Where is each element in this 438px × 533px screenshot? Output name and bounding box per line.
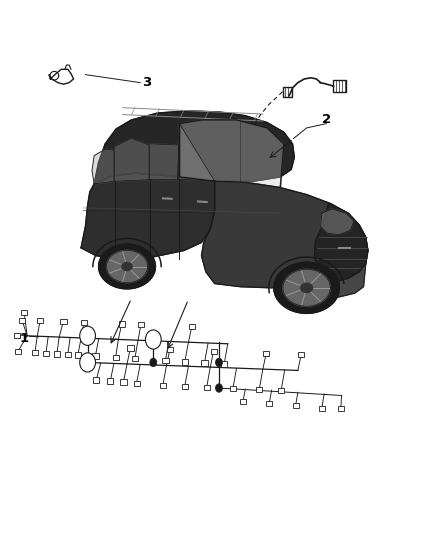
Bar bbox=[298, 352, 304, 357]
Bar bbox=[167, 347, 173, 352]
Text: 3: 3 bbox=[142, 76, 152, 89]
Bar bbox=[162, 358, 169, 363]
Bar bbox=[256, 387, 262, 392]
Bar bbox=[293, 403, 299, 408]
Bar bbox=[221, 361, 227, 367]
Bar bbox=[333, 80, 346, 92]
Bar bbox=[283, 87, 292, 97]
Polygon shape bbox=[92, 149, 114, 184]
Bar bbox=[92, 353, 99, 359]
Bar bbox=[127, 345, 134, 351]
Polygon shape bbox=[180, 120, 284, 188]
Bar bbox=[93, 377, 99, 383]
Bar bbox=[81, 320, 87, 325]
Bar bbox=[119, 321, 125, 327]
Polygon shape bbox=[106, 251, 148, 282]
Bar bbox=[75, 352, 81, 358]
Polygon shape bbox=[274, 262, 339, 313]
Bar bbox=[338, 406, 344, 411]
Bar bbox=[138, 322, 144, 327]
Polygon shape bbox=[122, 262, 132, 271]
Bar bbox=[230, 386, 236, 391]
Circle shape bbox=[215, 358, 223, 367]
Bar bbox=[189, 324, 195, 329]
Bar bbox=[19, 318, 25, 323]
Bar bbox=[278, 388, 284, 393]
Bar bbox=[14, 333, 20, 338]
Bar bbox=[201, 360, 208, 366]
Circle shape bbox=[80, 353, 95, 372]
Bar bbox=[134, 381, 140, 386]
Polygon shape bbox=[81, 173, 215, 259]
Polygon shape bbox=[94, 111, 294, 184]
Bar bbox=[43, 351, 49, 356]
Circle shape bbox=[145, 330, 161, 349]
Polygon shape bbox=[115, 139, 149, 181]
Polygon shape bbox=[283, 269, 330, 306]
Polygon shape bbox=[314, 204, 368, 284]
Circle shape bbox=[215, 384, 223, 392]
Polygon shape bbox=[99, 244, 155, 289]
Bar bbox=[211, 349, 217, 354]
Bar bbox=[240, 399, 246, 404]
Bar bbox=[65, 352, 71, 357]
Polygon shape bbox=[150, 144, 179, 180]
Polygon shape bbox=[178, 124, 215, 181]
Bar bbox=[60, 319, 67, 324]
Polygon shape bbox=[301, 283, 312, 293]
Bar bbox=[182, 359, 188, 365]
Bar bbox=[37, 318, 43, 323]
Bar bbox=[15, 349, 21, 354]
Bar bbox=[132, 356, 138, 361]
Bar bbox=[263, 351, 269, 356]
Circle shape bbox=[150, 358, 157, 367]
Bar bbox=[160, 383, 166, 388]
Text: 2: 2 bbox=[322, 114, 331, 126]
Polygon shape bbox=[321, 209, 354, 235]
Bar bbox=[54, 351, 60, 357]
Bar bbox=[319, 406, 325, 411]
Bar bbox=[113, 355, 119, 360]
Bar bbox=[204, 385, 210, 390]
Bar bbox=[21, 310, 27, 315]
Bar bbox=[107, 378, 113, 384]
Polygon shape bbox=[280, 264, 366, 300]
Text: 1: 1 bbox=[20, 332, 28, 345]
Circle shape bbox=[80, 326, 95, 345]
Bar bbox=[120, 379, 127, 385]
Bar bbox=[266, 401, 272, 406]
Bar bbox=[182, 384, 188, 389]
Bar bbox=[32, 350, 38, 355]
Polygon shape bbox=[201, 181, 368, 288]
